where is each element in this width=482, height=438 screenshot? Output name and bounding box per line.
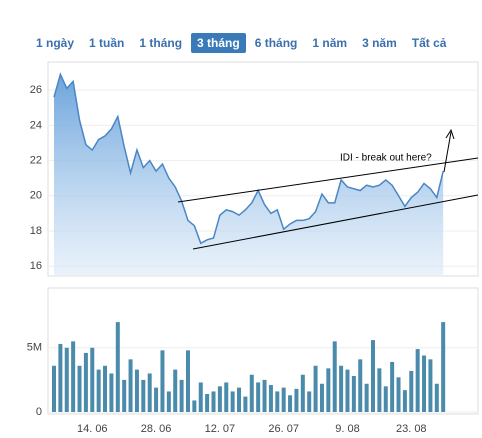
x-tick-label: 28. 06 [141, 423, 172, 435]
y-tick-label: 20 [30, 190, 42, 202]
volume-bar [64, 347, 69, 412]
volume-bar [96, 369, 101, 412]
arrow-head [445, 128, 455, 140]
x-tick-label: 9. 08 [335, 423, 359, 435]
volume-bar [77, 365, 82, 412]
volume-bar [141, 379, 146, 412]
volume-bar [192, 400, 197, 412]
volume-bar [52, 365, 56, 412]
y-tick-label: 18 [30, 225, 42, 237]
volume-bar [441, 322, 446, 412]
volume-bar [281, 387, 286, 412]
range-button[interactable]: 1 năm [312, 36, 348, 50]
volume-bar [71, 341, 76, 412]
volume-bar [390, 361, 395, 412]
x-tick-label: 12. 07 [205, 423, 236, 435]
volume-bar [211, 391, 216, 412]
volume-bar [217, 386, 222, 412]
range-buttons: 1 ngày 1 tuần 1 tháng 3 tháng 6 tháng 1 năm 3 … [30, 33, 455, 53]
volume-bar [262, 379, 267, 412]
volume-bar [166, 391, 171, 412]
range-button[interactable]: Tất cả [411, 36, 447, 50]
volume-bar [160, 350, 165, 412]
volume-bar [409, 370, 414, 412]
volume-bar [179, 379, 184, 412]
volume-bar [402, 390, 407, 412]
volume-bar [377, 368, 382, 412]
volume-bar [58, 343, 63, 412]
x-tick-label: 23. 08 [396, 423, 427, 435]
range-button[interactable]: 1 tháng [139, 36, 183, 50]
volume-bar [371, 340, 375, 412]
volume-bar [294, 388, 299, 412]
volume-bar [383, 386, 388, 412]
volume-bar [434, 383, 439, 412]
volume-bar [313, 365, 318, 412]
volume-bar [345, 369, 350, 412]
volume-bar [275, 391, 280, 412]
range-button[interactable]: 3 tháng [191, 33, 246, 53]
volume-bar [103, 365, 108, 412]
range-button[interactable]: 1 ngày [36, 36, 75, 50]
volume-bar [396, 377, 401, 412]
volume-bar [147, 373, 152, 412]
range-button[interactable]: 3 năm [362, 36, 397, 50]
annotation: IDI - break out here? [340, 153, 432, 164]
volume-bar [319, 383, 324, 412]
volume-bar [358, 359, 363, 412]
volume-bar [122, 379, 127, 412]
volume-bar [224, 382, 229, 412]
y-tick-label: 16 [30, 260, 42, 272]
volume-bar [109, 373, 114, 412]
trend-line [192, 194, 479, 250]
volume-bar [428, 359, 433, 412]
volume-bar [90, 347, 95, 412]
volume-bar [154, 387, 159, 412]
y-tick-label: 5M [27, 342, 42, 354]
volume-bar [185, 350, 190, 412]
y-tick-label: 26 [30, 84, 42, 96]
volume-bar [205, 394, 210, 412]
volume-bar [256, 382, 261, 412]
area-fill [54, 74, 444, 275]
y-tick-label: 24 [30, 119, 42, 131]
y-tick-label: 22 [30, 154, 42, 166]
volume-bar [300, 374, 305, 412]
trend-line [177, 157, 479, 203]
volume-bar [364, 383, 369, 412]
range-button[interactable]: 6 tháng [254, 36, 298, 50]
volume-bar [415, 349, 420, 412]
volume-bar [249, 374, 254, 412]
x-tick-label: 14. 06 [77, 423, 108, 435]
volume-bar [134, 369, 139, 412]
y-tick-label: 0 [36, 406, 42, 418]
volume-bar [288, 395, 293, 412]
volume-bar [115, 322, 120, 412]
volume-bar [230, 391, 235, 412]
volume-bar [326, 368, 331, 412]
volume-bar [173, 369, 178, 412]
range-button[interactable]: 1 tuần [89, 36, 125, 50]
volume-bar [339, 365, 344, 412]
volume-bar [422, 355, 427, 412]
volume-bar [243, 396, 248, 412]
volume-bar [351, 376, 356, 412]
volume-bar [128, 359, 133, 412]
volume-bar [83, 352, 88, 412]
x-tick-label: 26. 07 [268, 423, 299, 435]
volume-bar [307, 391, 312, 412]
volume-bar [332, 341, 337, 412]
price-line [53, 72, 444, 245]
volume-bar [198, 382, 203, 412]
volume-bar [268, 385, 273, 412]
arrow [443, 131, 452, 173]
volume-bar [237, 387, 242, 412]
